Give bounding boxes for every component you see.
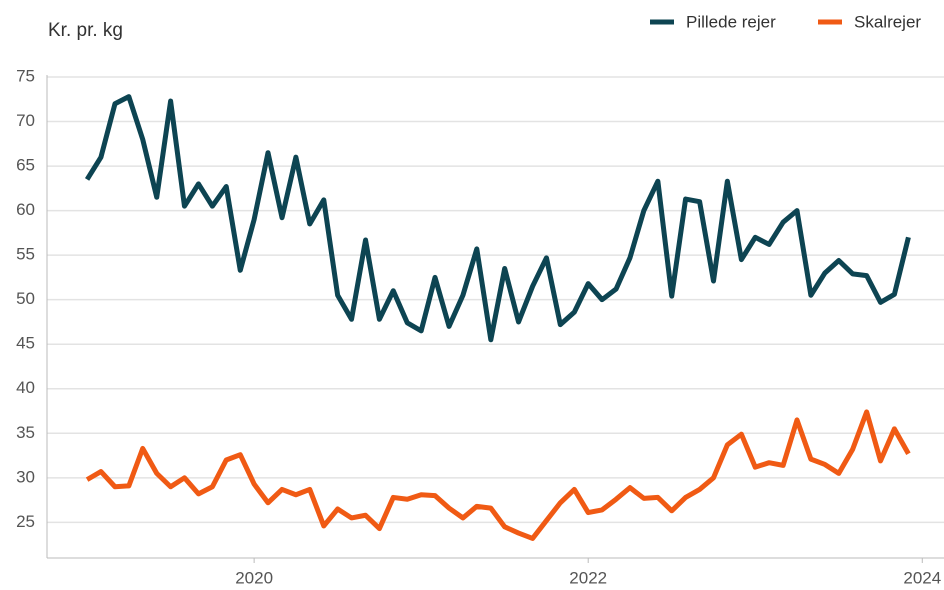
y-tick-label: 40 bbox=[16, 378, 35, 397]
y-tick-label: 70 bbox=[16, 111, 35, 130]
y-tick-label: 35 bbox=[16, 423, 35, 442]
y-tick-label: 55 bbox=[16, 245, 35, 264]
x-tick-label: 2022 bbox=[569, 568, 607, 587]
x-tick-label: 2024 bbox=[903, 568, 941, 587]
legend-label: Pillede rejer bbox=[686, 12, 776, 31]
y-tick-label: 60 bbox=[16, 200, 35, 219]
x-tick-label: 2020 bbox=[235, 568, 273, 587]
y-tick-label: 65 bbox=[16, 156, 35, 175]
y-tick-label: 25 bbox=[16, 512, 35, 531]
y-tick-label: 30 bbox=[16, 467, 35, 486]
y-tick-label: 45 bbox=[16, 334, 35, 353]
y-tick-label: 50 bbox=[16, 289, 35, 308]
series-line bbox=[85, 409, 911, 541]
y-axis-label: Kr. pr. kg bbox=[48, 20, 123, 41]
y-tick-label: 75 bbox=[16, 66, 35, 85]
series-line bbox=[84, 94, 911, 343]
legend-label: Skalrejer bbox=[854, 12, 921, 31]
